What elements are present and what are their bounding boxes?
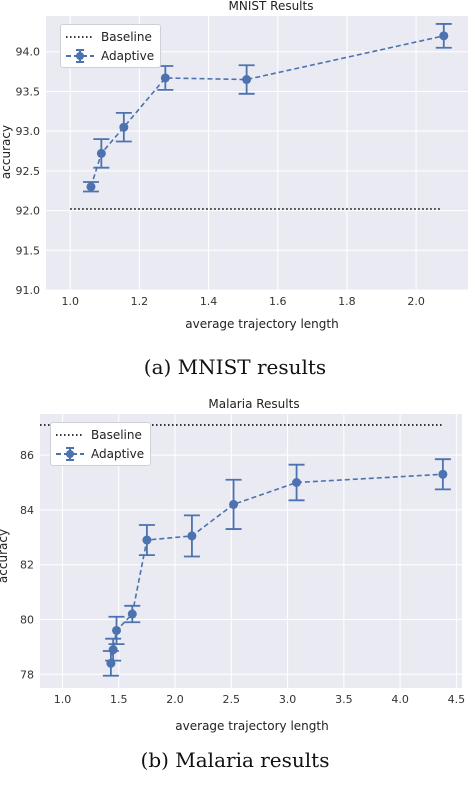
legend-entry-baseline: Baseline: [55, 425, 144, 444]
series-line-adaptive: [90, 35, 444, 187]
x-tick-label: 1.4: [200, 295, 218, 308]
data-point: [242, 75, 252, 85]
y-tick-label: 92.0: [16, 205, 41, 218]
x-tick-label: 4.5: [448, 693, 466, 706]
x-axis-label: average trajectory length: [175, 719, 328, 733]
data-point: [108, 645, 118, 655]
legend-entry-adaptive: Adaptive: [55, 444, 144, 463]
x-tick-label: 2.0: [407, 295, 425, 308]
data-point: [439, 31, 449, 41]
data-point: [86, 182, 96, 192]
x-tick-label: 3.5: [335, 693, 353, 706]
x-tick-label: 1.0: [61, 295, 79, 308]
data-point: [292, 478, 302, 487]
legend: Baseline Adaptive: [60, 24, 162, 68]
y-axis-label: accuracy: [0, 529, 10, 583]
figure-b: Malaria Results 1.0 1.5 2.0 2.5 3.0 3.5 4.0 4.5…: [0, 388, 470, 786]
x-axis-label: average trajectory length: [185, 317, 338, 331]
x-tick-label: 3.0: [279, 693, 297, 706]
x-tick-label: 1.6: [269, 295, 287, 308]
y-tick-label: 93.0: [16, 125, 41, 138]
x-tick-label: 2.0: [166, 693, 184, 706]
chart-title: MNIST Results: [229, 0, 314, 13]
y-tick-label: 86: [20, 449, 34, 462]
y-tick-label: 82: [20, 559, 34, 572]
data-point: [96, 148, 106, 158]
legend-entry-baseline: Baseline: [65, 27, 154, 46]
adaptive-marker-icon: [66, 48, 94, 63]
y-tick-label: 91.0: [16, 284, 41, 297]
figure-a: MNIST Results 1.0 1.2 1.4 1.6 1.8 2.0 91.0 91.5…: [0, 0, 470, 386]
x-tick-label: 1.5: [110, 693, 128, 706]
baseline-line-icon: [56, 433, 84, 436]
caption-b: (b) Malaria results: [140, 748, 330, 772]
data-point: [119, 122, 129, 132]
y-tick-label: 93.5: [16, 85, 41, 98]
x-tick-label: 1.8: [338, 295, 356, 308]
data-point: [438, 469, 448, 479]
adaptive-marker-icon: [56, 446, 84, 461]
data-point: [112, 625, 122, 635]
data-point: [229, 499, 239, 509]
legend-label-baseline: Baseline: [101, 29, 152, 44]
x-tick-label: 4.0: [391, 693, 409, 706]
legend-label-adaptive: Adaptive: [91, 446, 145, 461]
x-tick-label: 1.0: [54, 693, 72, 706]
x-tick-label: 1.2: [131, 295, 149, 308]
legend-label-adaptive: Adaptive: [101, 48, 155, 63]
x-tick-label: 2.5: [223, 693, 241, 706]
data-point: [142, 535, 152, 545]
y-axis-label: accuracy: [0, 125, 13, 179]
y-tick-label: 78: [20, 668, 34, 681]
data-point: [127, 609, 137, 619]
caption-a: (a) MNIST results: [143, 355, 327, 379]
legend: Baseline Adaptive: [50, 422, 152, 466]
y-tick-label: 80: [20, 614, 34, 627]
y-tick-label: 94.0: [16, 46, 41, 59]
data-point: [187, 531, 197, 541]
y-tick-label: 92.5: [16, 165, 41, 178]
baseline-line-icon: [66, 35, 94, 38]
y-tick-label: 91.5: [16, 244, 41, 257]
data-point: [160, 73, 170, 83]
y-tick-label: 84: [20, 504, 34, 517]
chart-title: Malaria Results: [208, 397, 299, 411]
legend-label-baseline: Baseline: [91, 427, 142, 442]
legend-entry-adaptive: Adaptive: [65, 46, 154, 65]
